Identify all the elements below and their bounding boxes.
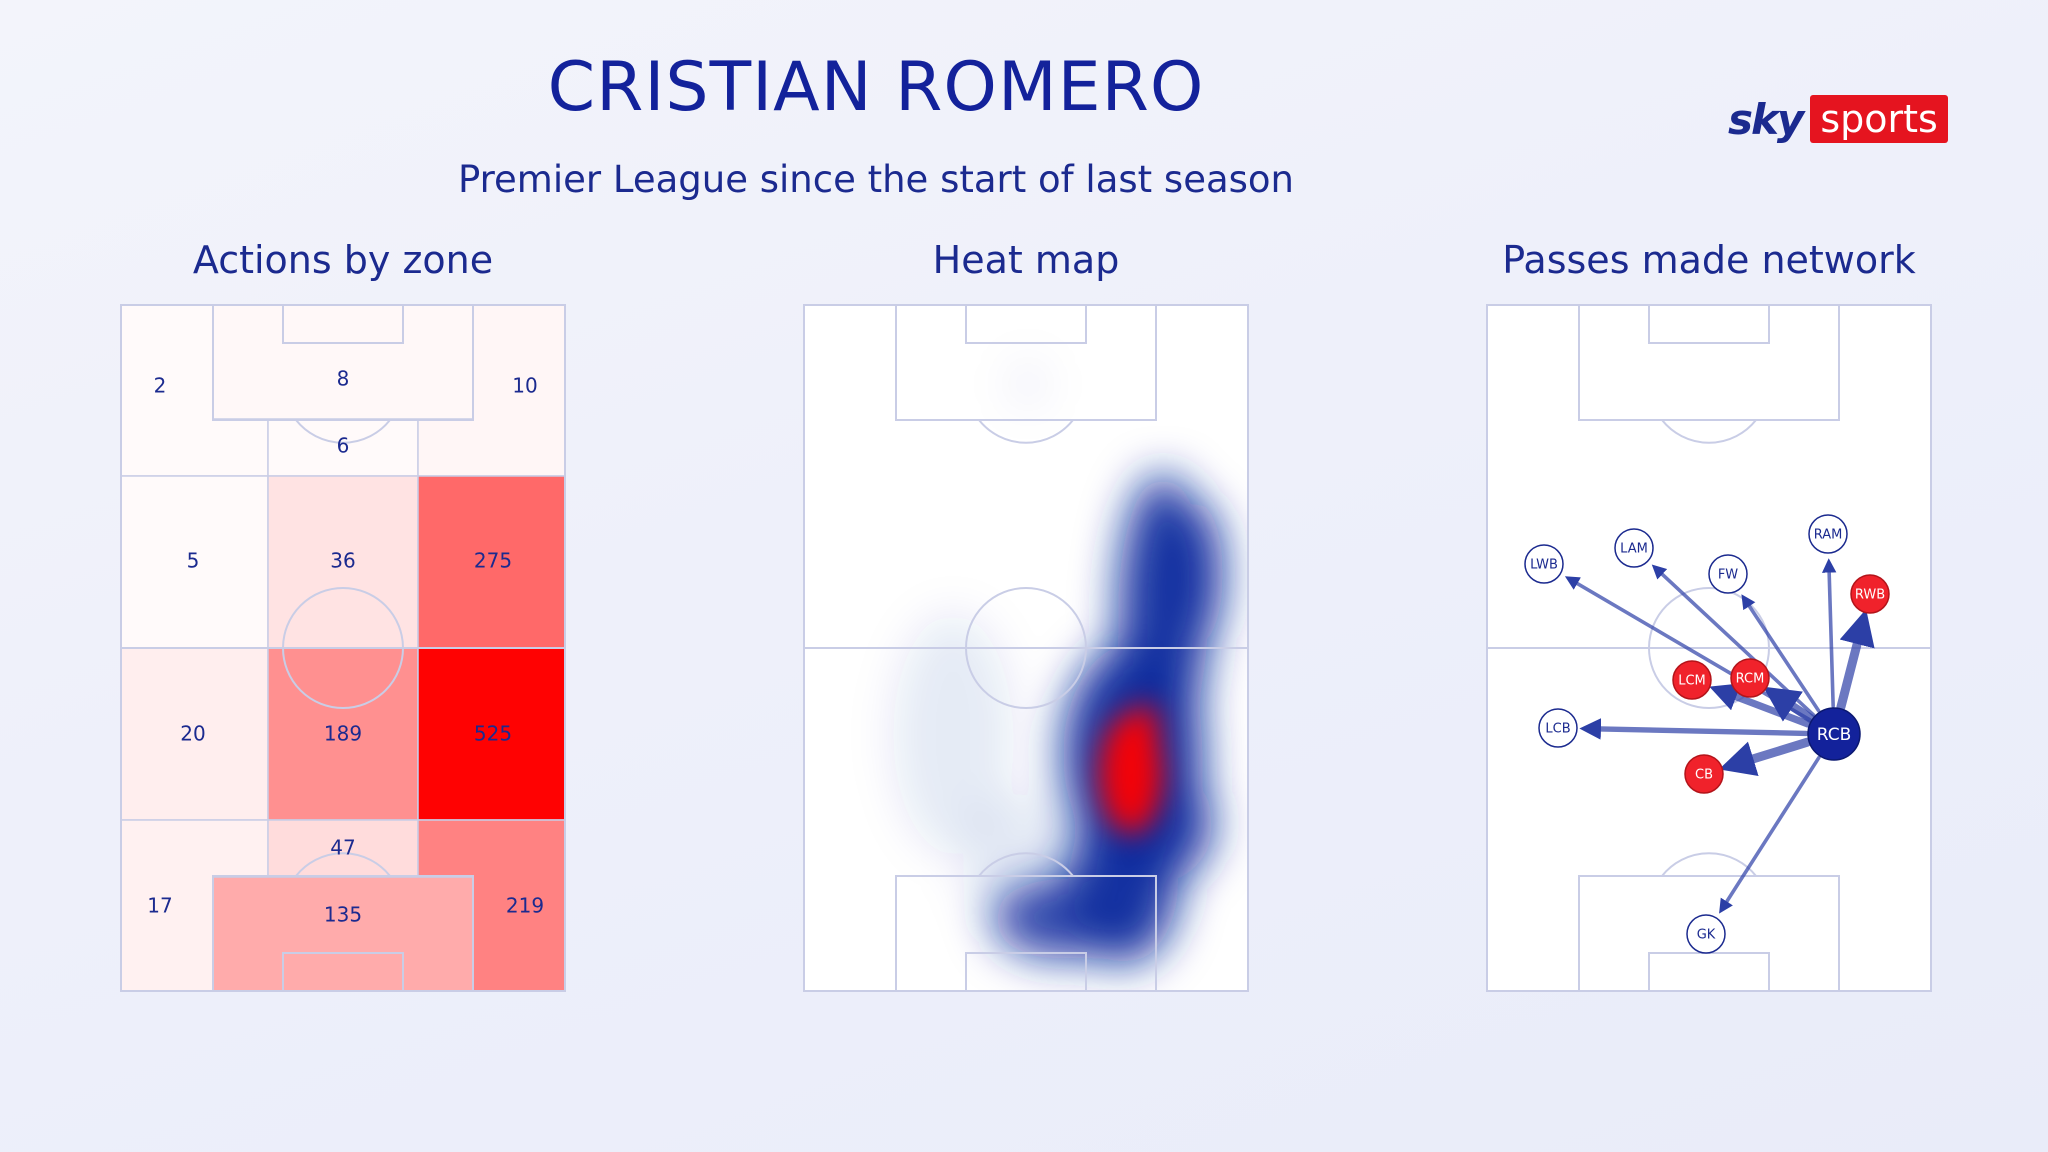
zone-label-centre-lower-mid: 189 — [324, 722, 362, 746]
player-label-ram: RAM — [1814, 528, 1843, 543]
pass-arrow-to-ram — [1821, 558, 1837, 708]
page-title: CRISTIAN ROMERO — [547, 48, 1205, 127]
player-label-cb: CB — [1695, 768, 1713, 783]
player-node-fw — [1708, 554, 1748, 594]
zone-cell-right-upper-mid — [417, 475, 566, 649]
zone-label-box-bottom: 135 — [324, 903, 362, 927]
bottom-six-yard-box — [1648, 952, 1770, 992]
player-label-fw: FW — [1718, 568, 1738, 583]
zone-cell-centre-upper-mid — [267, 475, 419, 649]
player-label-rcm: RCM — [1736, 672, 1765, 687]
top-six-yard-box — [965, 304, 1087, 344]
player-nodes: LWB LAM FW RAM RWB LCM RCM LCB RCB CB GK — [1524, 514, 1890, 954]
player-label-lcb: LCB — [1545, 722, 1570, 737]
pass-arrow-to-gk — [1719, 755, 1821, 914]
zones-panel-title: Actions by zone — [192, 238, 494, 282]
zone-label-left-bottom: 17 — [147, 894, 172, 918]
heat-red-core — [1125, 702, 1161, 746]
bottom-penalty-arc — [1661, 852, 1757, 877]
pitch-markings — [803, 304, 1249, 992]
heat-outer-density — [893, 359, 1223, 964]
player-label-rcb: RCB — [1817, 725, 1852, 745]
pitch-markings — [120, 304, 566, 992]
player-node-gk — [1686, 914, 1726, 954]
zone-cells — [120, 304, 566, 992]
zone-label-left-upper-mid: 5 — [187, 549, 200, 573]
heatmap-panel-title: Heat map — [932, 238, 1120, 282]
player-node-ram — [1808, 514, 1848, 554]
player-node-rcm — [1730, 658, 1770, 698]
zone-label-centre-upper-mid: 36 — [330, 549, 355, 573]
top-penalty-arc — [295, 419, 391, 444]
top-penalty-arc — [978, 419, 1074, 444]
top-penalty-box — [1578, 304, 1840, 421]
top-penalty-arc — [1661, 419, 1757, 444]
top-six-yard-box — [282, 304, 404, 344]
logo-sports-text: sports — [1810, 95, 1948, 143]
player-label-lam: LAM — [1620, 542, 1648, 557]
top-six-yard-box — [1648, 304, 1770, 344]
page-subtitle: Premier League since the start of last s… — [457, 158, 1295, 201]
pass-arrow-to-rcm — [1762, 686, 1816, 723]
pass-arrow-to-fw — [1741, 594, 1821, 713]
centre-circle — [282, 587, 404, 709]
player-node-rwb — [1850, 574, 1890, 614]
centre-circle — [965, 587, 1087, 709]
player-node-lcb — [1538, 708, 1578, 748]
zone-cell-right-lower-mid — [417, 647, 566, 821]
pass-arrow-to-lcb — [1579, 718, 1809, 740]
heatmap-chart — [803, 304, 1249, 992]
logo-sky-text: sky — [1728, 94, 1804, 144]
player-node-lwb — [1524, 544, 1564, 584]
bottom-six-yard-box — [965, 952, 1087, 992]
zone-cell-left-lower-mid — [120, 647, 269, 821]
pass-arrow-to-rwb — [1836, 609, 1875, 712]
zone-label-left-lower-mid: 20 — [180, 722, 205, 746]
zone-label-right-lower-mid: 525 — [474, 722, 512, 746]
sky-sports-logo: sky sports — [1728, 94, 1948, 144]
zone-label-centre-top: 6 — [337, 434, 350, 458]
player-label-lcm: LCM — [1678, 674, 1706, 689]
player-node-rcb — [1807, 707, 1861, 761]
zone-cell-centre-lower-mid — [267, 647, 419, 821]
zones-chart: 2 6 10 5 36 275 20 189 525 17 47 219 8 135 — [120, 304, 566, 992]
zone-cell-box-top — [212, 304, 474, 420]
zone-label-right-top: 10 — [512, 374, 537, 398]
player-node-lam — [1614, 528, 1654, 568]
heat-blue-blob — [1173, 504, 1223, 644]
zone-cell-left-upper-mid — [120, 475, 269, 649]
pass-arrow-to-cb — [1718, 737, 1812, 777]
pass-arrows — [1564, 558, 1875, 914]
player-node-cb — [1684, 754, 1724, 794]
player-node-lcm — [1672, 660, 1712, 700]
zone-label-right-bottom: 219 — [506, 894, 544, 918]
heat-blue-blob — [993, 879, 1133, 959]
heat-faint-blob — [893, 614, 1013, 854]
heat-core-density — [1099, 702, 1163, 834]
player-label-rwb: RWB — [1855, 588, 1885, 603]
network-pitch: LWB LAM FW RAM RWB LCM RCM LCB RCB CB GK — [1486, 304, 1932, 992]
bottom-six-yard-box — [282, 952, 404, 992]
zone-label-box-top: 8 — [337, 367, 350, 391]
zone-label-left-top: 2 — [154, 374, 167, 398]
pitch-markings — [1486, 304, 1932, 992]
zone-labels: 2 6 10 5 36 275 20 189 525 17 47 219 8 135 — [147, 367, 544, 927]
heatmap-pitch — [803, 304, 1249, 992]
bottom-penalty-arc — [295, 852, 391, 877]
zone-cell-box-bottom — [212, 876, 474, 992]
player-label-gk: GK — [1697, 928, 1716, 943]
bottom-penalty-arc — [978, 852, 1074, 877]
zone-label-right-upper-mid: 275 — [474, 549, 512, 573]
zone-label-centre-bottom: 47 — [330, 836, 355, 860]
network-panel-title: Passes made network — [1502, 238, 1916, 282]
zones-pitch: 2 6 10 5 36 275 20 189 525 17 47 219 8 135 — [120, 304, 566, 992]
network-chart: LWB LAM FW RAM RWB LCM RCM LCB RCB CB GK — [1486, 304, 1932, 992]
heat-faint-blob — [1008, 359, 1048, 409]
player-label-lwb: LWB — [1530, 558, 1558, 573]
centre-circle — [1648, 587, 1770, 709]
